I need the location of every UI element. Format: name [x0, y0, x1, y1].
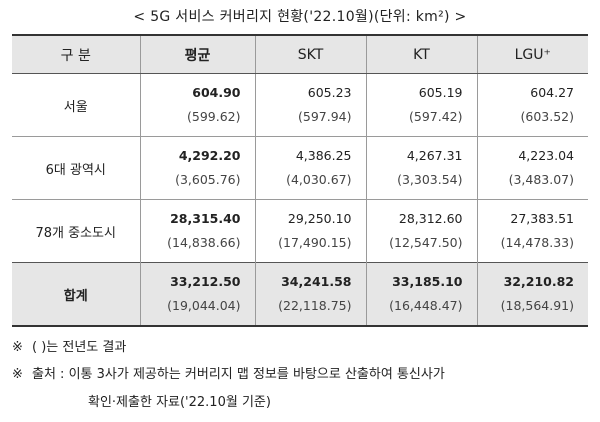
lgu-value: 27,383.51	[510, 211, 574, 226]
lgu-prev-value: (14,478.33)	[500, 235, 574, 250]
skt-value: 605.23	[307, 85, 352, 100]
header-category: 구 분	[12, 34, 140, 74]
table-row: 6대 광역시 4,292.20 (3,605.76) 4,386.25 (4,030…	[12, 136, 588, 200]
lgu-value: 4,223.04	[518, 148, 574, 163]
kt-prev-value: (597.42)	[409, 109, 463, 124]
avg-value: 4,292.20	[178, 148, 241, 163]
skt-prev-value: (597.94)	[298, 109, 352, 124]
lgu-prev-value: (603.52)	[520, 109, 575, 124]
kt-prev-value: (3,303.54)	[397, 172, 463, 187]
avg-value: 33,212.50	[170, 274, 241, 289]
kt-prev-value: (16,448.47)	[389, 298, 463, 313]
skt-value: 34,241.58	[281, 274, 352, 289]
total-row: 합계 33,212.50 (19,044.04) 34,241.58 (22,118…	[12, 262, 588, 327]
lgu-prev-value: (18,564.91)	[500, 298, 574, 313]
skt-prev-value: (22,118.75)	[278, 298, 352, 313]
kt-prev-value: (12,547.50)	[389, 235, 463, 250]
skt-prev-value: (4,030.67)	[286, 172, 352, 187]
skt-value: 4,386.25	[295, 148, 352, 163]
skt-prev-value: (17,490.15)	[278, 235, 352, 250]
header-row: 구 분 평균 SKT KT LGU⁺	[12, 34, 588, 74]
skt-value: 29,250.10	[287, 211, 352, 226]
note-text: ( )는 전년도 결과	[32, 340, 127, 355]
row-label: 서울	[12, 73, 140, 137]
header-skt: SKT	[254, 34, 366, 74]
table-title: < 5G 서비스 커버리지 현황('22.10월)(단위: km²) >	[133, 9, 467, 25]
row-label: 합계	[12, 262, 140, 327]
avg-prev-value: (599.62)	[187, 109, 241, 124]
note-text: 출처 : 이통 3사가 제공하는 커버리지 맵 정보를 바탕으로 산출하여 통신…	[32, 367, 445, 382]
kt-value: 28,312.60	[398, 211, 463, 226]
avg-prev-value: (19,044.04)	[167, 298, 241, 313]
lgu-prev-value: (3,483.07)	[508, 172, 574, 187]
avg-prev-value: (3,605.76)	[175, 172, 241, 187]
kt-value: 4,267.31	[406, 148, 463, 163]
lgu-value: 604.27	[530, 85, 574, 100]
header-average: 평균	[139, 34, 255, 74]
note-source-continued: 확인·제출한 자료('22.10월 기준)	[88, 395, 271, 410]
avg-value: 604.90	[192, 85, 241, 100]
note-mark: ※	[12, 367, 23, 382]
note-mark: ※	[12, 340, 23, 355]
coverage-table: 구 분 평균 SKT KT LGU⁺ 서울 604.90 (599.62) 605…	[12, 34, 588, 327]
header-lgu: LGU⁺	[476, 34, 588, 74]
note-previous-year: ※ ( )는 전년도 결과	[12, 337, 126, 359]
avg-prev-value: (14,838.66)	[167, 235, 241, 250]
kt-value: 605.19	[418, 85, 463, 100]
avg-value: 28,315.40	[170, 211, 241, 226]
table-row: 78개 중소도시 28,315.40 (14,838.66) 29,250.10 (…	[12, 199, 588, 263]
table-row: 서울 604.90 (599.62) 605.23 (597.94) 605.19 (…	[12, 73, 588, 137]
lgu-value: 32,210.82	[503, 274, 574, 289]
header-kt: KT	[365, 34, 477, 74]
kt-value: 33,185.10	[392, 274, 463, 289]
note-source: ※ 출처 : 이통 3사가 제공하는 커버리지 맵 정보를 바탕으로 산출하여 통…	[12, 364, 445, 386]
row-label: 78개 중소도시	[12, 199, 140, 263]
row-label: 6대 광역시	[12, 136, 140, 200]
